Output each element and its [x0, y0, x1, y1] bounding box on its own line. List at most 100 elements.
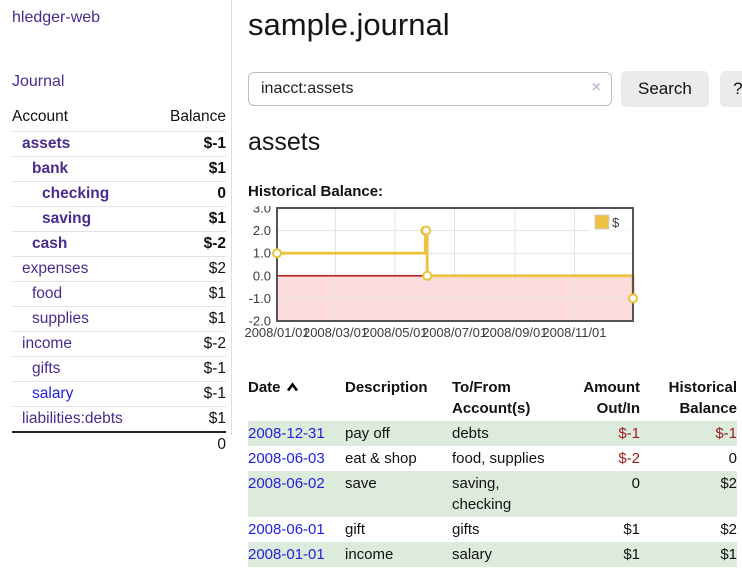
search-input[interactable] [248, 72, 612, 106]
account-row: saving $1 [12, 206, 226, 232]
date-header-label: Date [248, 379, 281, 396]
svg-text:0.0: 0.0 [253, 268, 271, 283]
register-header-row: Date Description To/From Account(s) Amou… [248, 375, 737, 421]
legend-swatch [594, 214, 610, 230]
clear-search-icon[interactable]: × [591, 79, 601, 96]
account-row: checking 0 [12, 181, 226, 207]
account-column-header: Account [12, 108, 69, 125]
account-balance: $1 [154, 281, 226, 307]
account-balance: $-1 [154, 381, 226, 407]
accounts-table: Account Balance assets $-1 bank $1 check… [12, 106, 226, 458]
register-date-link[interactable]: 2008-06-03 [248, 450, 325, 467]
register-accounts: gifts [452, 521, 480, 538]
main-content: sample.journal × Search ? assets Histori… [232, 0, 742, 567]
balance-chart-canvas: 3.0 2.0 1.0 0.0 -1.0 -2.02008/01/012008/03/01… [244, 201, 638, 340]
accounts-header-row: Account Balance [12, 106, 226, 132]
account-link-income[interactable]: income [22, 335, 72, 352]
register-accounts: salary [452, 546, 493, 563]
app-title-link[interactable]: hledger-web [12, 9, 101, 26]
account-balance: 0 [154, 181, 226, 207]
account-balance: $1 [154, 156, 226, 182]
search-box: × [248, 72, 612, 106]
svg-text:-1.0: -1.0 [249, 291, 271, 306]
register-accounts: food, supplies [452, 450, 545, 467]
register-table: Date Description To/From Account(s) Amou… [248, 375, 737, 567]
amount-column-header: Amount Out/In [583, 379, 640, 417]
svg-text:2008/03/01: 2008/03/01 [303, 325, 368, 340]
register-description: eat & shop [345, 450, 417, 467]
table-row: 2008-01-01 income salary $1 $1 [248, 542, 737, 567]
svg-text:2008/11/01: 2008/11/01 [542, 325, 606, 340]
sidebar: hledger-web Journal Account Balance asse… [0, 0, 232, 458]
accounts-total-row: 0 [12, 431, 226, 458]
account-link-liabilities-debts[interactable]: liabilities:debts [22, 410, 123, 427]
account-balance: $1 [154, 306, 226, 332]
register-date-link[interactable]: 2008-12-31 [248, 425, 325, 442]
svg-text:2008/09/01: 2008/09/01 [482, 325, 547, 340]
account-link-expenses[interactable]: expenses [22, 260, 89, 277]
register-description: pay off [345, 425, 390, 442]
table-row: 2008-12-31 pay off debts $-1 $-1 [248, 421, 737, 446]
legend-label: $ [612, 215, 620, 230]
account-link-bank[interactable]: bank [32, 160, 69, 177]
account-balance: $1 [154, 406, 226, 432]
register-description: income [345, 546, 394, 563]
register-accounts: debts [452, 425, 489, 442]
register-amount: $-1 [618, 425, 640, 442]
search-button[interactable]: Search [621, 71, 709, 107]
account-link-checking[interactable]: checking [42, 185, 110, 202]
register-balance: $-1 [715, 425, 737, 442]
svg-text:3.0: 3.0 [253, 206, 271, 216]
search-form: × Search ? [248, 71, 742, 107]
account-row: salary $-1 [12, 381, 226, 407]
help-button[interactable]: ? [719, 71, 742, 107]
table-row: 2008-06-02 save saving, checking 0 $2 [248, 471, 737, 517]
account-balance: $-1 [154, 131, 226, 157]
accounts-total: 0 [154, 431, 226, 458]
register-description: save [345, 475, 377, 492]
register-date-link[interactable]: 2008-06-01 [248, 521, 325, 538]
account-link-supplies[interactable]: supplies [32, 310, 89, 327]
app-window: hledger-web Journal Account Balance asse… [0, 0, 742, 567]
account-row: assets $-1 [12, 131, 226, 157]
register-balance: $1 [720, 546, 737, 563]
chart-title: Historical Balance: [248, 183, 384, 200]
svg-text:1.0: 1.0 [253, 246, 271, 261]
account-row: cash $-2 [12, 231, 226, 257]
account-row: gifts $-1 [12, 356, 226, 382]
register-date-link[interactable]: 2008-06-02 [248, 475, 325, 492]
account-link-assets[interactable]: assets [22, 135, 71, 152]
register-date-link[interactable]: 2008-01-01 [248, 546, 325, 563]
account-row: bank $1 [12, 156, 226, 182]
register-accounts: saving, checking [452, 475, 512, 513]
svg-text:-2.0: -2.0 [249, 314, 271, 329]
account-row: income $-2 [12, 331, 226, 357]
register-balance: $2 [720, 521, 737, 538]
register-amount: $1 [623, 521, 640, 538]
balance-column-header: Balance [169, 108, 226, 125]
account-row: liabilities:debts $1 [12, 406, 226, 432]
register-balance: 0 [728, 450, 737, 467]
chart-legend: $ [589, 212, 631, 235]
table-row: 2008-06-01 gift gifts $1 $2 [248, 517, 737, 542]
sort-ascending-icon [286, 382, 298, 392]
tofrom-column-header: To/From Account(s) [452, 379, 531, 417]
register-balance: $2 [720, 475, 737, 492]
svg-text:2008/05/01: 2008/05/01 [362, 325, 427, 340]
svg-text:2.0: 2.0 [253, 223, 271, 238]
account-link-cash[interactable]: cash [32, 235, 68, 252]
page-title: sample.journal [248, 7, 450, 42]
account-balance: $1 [154, 206, 226, 232]
account-row: expenses $2 [12, 256, 226, 282]
svg-text:2008/01/01: 2008/01/01 [245, 325, 310, 340]
account-row: supplies $1 [12, 306, 226, 332]
account-link-salary[interactable]: salary [32, 385, 74, 402]
account-link-food[interactable]: food [32, 285, 63, 302]
sidebar-item-journal[interactable]: Journal [12, 73, 65, 90]
account-link-gifts[interactable]: gifts [32, 360, 61, 377]
description-column-header: Description [345, 379, 428, 396]
register-amount: $-2 [618, 450, 640, 467]
account-balance: $2 [154, 256, 226, 282]
account-link-saving[interactable]: saving [42, 210, 92, 227]
date-column-header: Date [248, 375, 345, 421]
